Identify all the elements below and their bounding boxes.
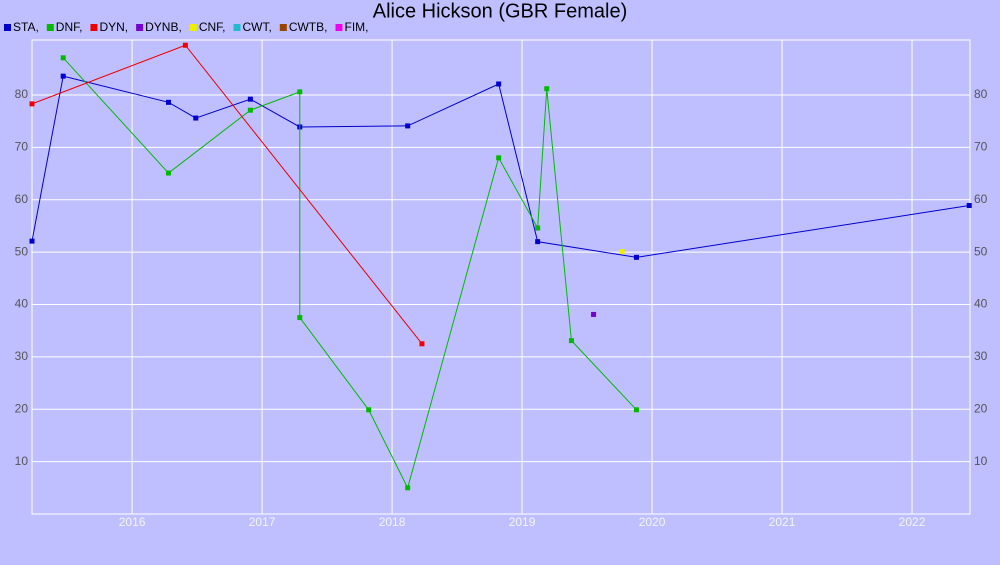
series-line — [62, 57, 637, 490]
legend-swatch — [90, 24, 98, 31]
y-tick-label: 60 — [15, 192, 29, 206]
y2-tick-label: 40 — [974, 297, 988, 311]
data-point — [633, 407, 639, 413]
data-point — [405, 123, 411, 129]
x-tick-label: 2022 — [899, 515, 926, 529]
legend-label: DYNB, — [145, 20, 182, 34]
y2-tick-label: 60 — [974, 192, 988, 206]
data-point — [297, 315, 303, 321]
data-point — [60, 55, 66, 61]
y-tick-label: 70 — [15, 140, 29, 154]
legend-swatch — [136, 24, 144, 31]
chart-title: Alice Hickson (GBR Female) — [373, 0, 628, 22]
y2-tick-label: 10 — [974, 454, 988, 468]
data-point — [247, 96, 253, 102]
data-point — [60, 73, 66, 79]
data-point — [165, 99, 171, 105]
y2-tick-label: 50 — [974, 244, 988, 258]
legend-label: DYN, — [99, 20, 128, 34]
data-point — [165, 170, 171, 176]
data-point — [496, 155, 502, 161]
legend-swatch — [335, 24, 343, 31]
legend-swatch — [4, 24, 11, 31]
data-point — [619, 249, 625, 255]
legend-label: STA, — [13, 20, 39, 34]
data-point — [535, 225, 541, 231]
legend-label: CNF, — [199, 20, 226, 34]
data-point — [297, 89, 303, 95]
legend-label: DNF, — [56, 20, 83, 34]
data-point — [591, 311, 597, 317]
data-point — [193, 115, 199, 121]
x-tick-label: 2018 — [379, 515, 406, 529]
data-point — [29, 101, 35, 107]
legend-swatch — [189, 24, 197, 31]
legend-swatch — [46, 24, 54, 31]
x-tick-label: 2019 — [509, 515, 536, 529]
legend-label: CWTB, — [289, 20, 328, 34]
x-tick-label: 2016 — [119, 515, 146, 529]
data-point — [29, 238, 35, 244]
y2-tick-label: 70 — [974, 140, 988, 154]
legend-swatch — [233, 24, 241, 31]
legend-swatch — [279, 24, 287, 31]
y-tick-label: 20 — [15, 401, 29, 415]
data-point — [535, 239, 541, 245]
data-point — [182, 42, 188, 48]
data-point — [544, 86, 550, 92]
x-tick-label: 2017 — [249, 515, 276, 529]
y-tick-label: 50 — [15, 244, 29, 258]
legend-label: CWT, — [242, 20, 271, 34]
data-point — [568, 338, 574, 344]
y2-tick-label: 80 — [974, 87, 988, 101]
data-point — [419, 341, 425, 347]
data-point — [633, 254, 639, 260]
y-tick-label: 10 — [15, 454, 29, 468]
data-point — [496, 81, 502, 87]
data-point — [366, 407, 372, 413]
y-tick-label: 80 — [15, 87, 29, 101]
data-point — [966, 203, 972, 209]
y-tick-label: 30 — [15, 349, 29, 363]
plot-area — [31, 39, 971, 515]
y2-tick-label: 30 — [974, 349, 988, 363]
y-tick-label: 40 — [15, 297, 29, 311]
legend-label: FIM, — [344, 20, 368, 34]
x-tick-label: 2021 — [769, 515, 796, 529]
data-point — [247, 107, 253, 113]
x-tick-label: 2020 — [639, 515, 666, 529]
y2-tick-label: 20 — [974, 401, 988, 415]
data-point — [405, 485, 411, 491]
